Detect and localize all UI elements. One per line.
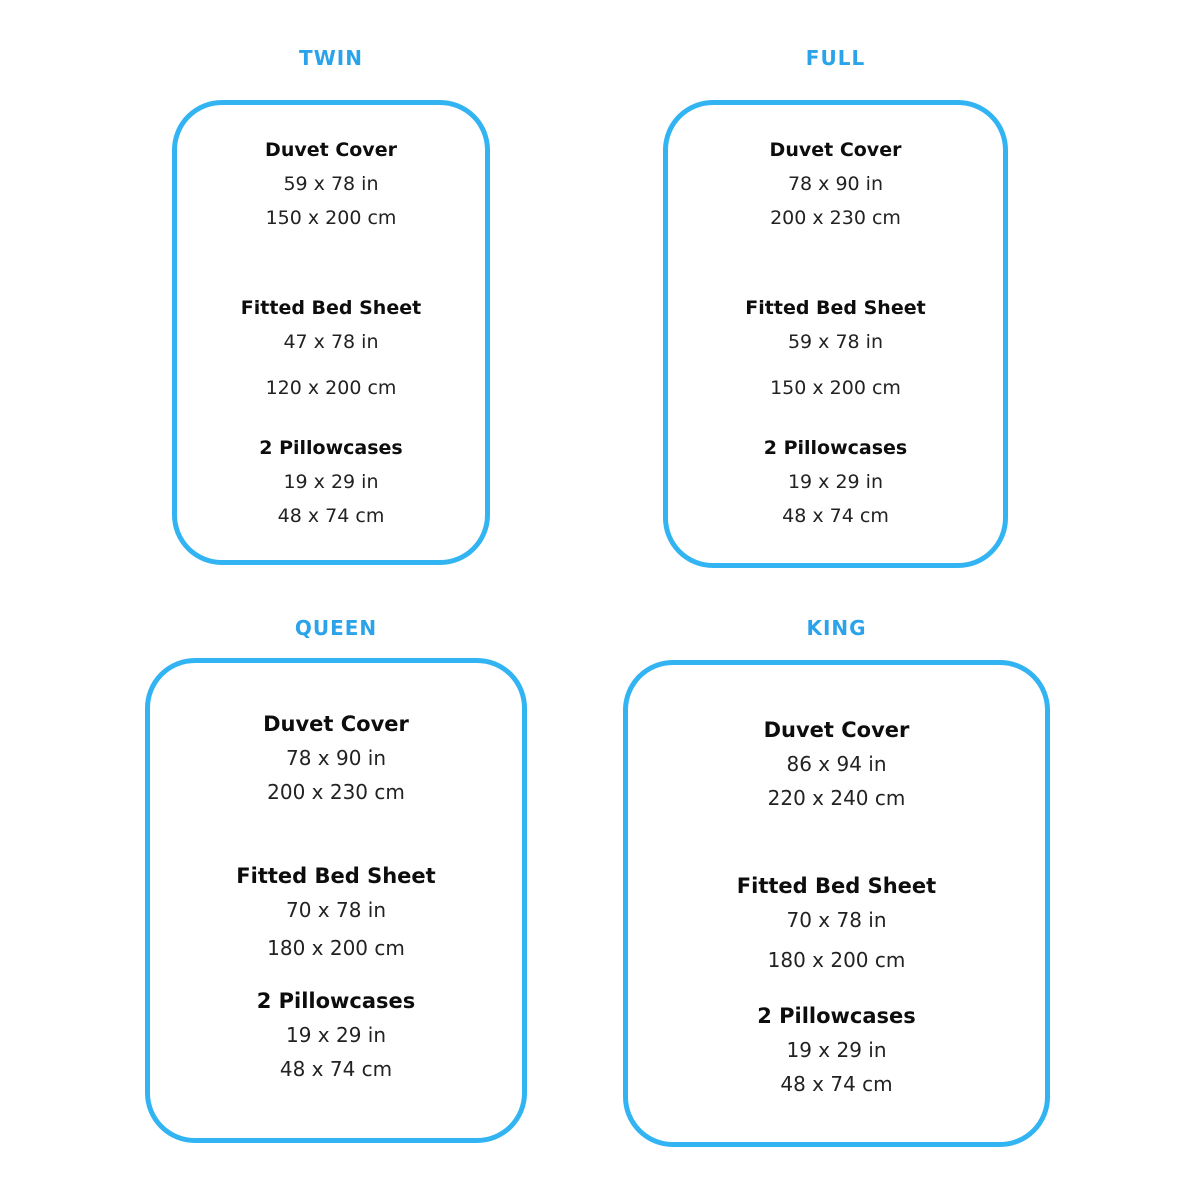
item-label: Duvet Cover: [763, 718, 910, 742]
item-size-inches: 86 x 94 in: [786, 752, 887, 776]
full-fitted-sheet-group: Fitted Bed Sheet 59 x 78 in 150 x 200 cm: [668, 291, 1003, 405]
item-label: Duvet Cover: [265, 139, 397, 161]
item-size-inches: 78 x 90 in: [787, 173, 884, 195]
item-size-inches: 59 x 78 in: [283, 173, 379, 195]
item-size-cm: 48 x 74 cm: [782, 505, 889, 527]
item-label: 2 Pillowcases: [259, 437, 403, 459]
item-size-cm: 200 x 230 cm: [267, 780, 405, 804]
item-size-cm: 220 x 240 cm: [767, 786, 906, 810]
twin-fitted-sheet-group: Fitted Bed Sheet 47 x 78 in 120 x 200 cm: [177, 291, 485, 405]
queen-card: Duvet Cover 78 x 90 in 200 x 230 cm Fitt…: [145, 658, 527, 1143]
item-label: 2 Pillowcases: [757, 1004, 916, 1028]
full-card: Duvet Cover 78 x 90 in 200 x 230 cm Fitt…: [663, 100, 1008, 568]
twin-title: TWIN: [299, 46, 363, 70]
full-duvet-cover-group: Duvet Cover 78 x 90 in 200 x 230 cm: [668, 133, 1003, 235]
panel-king: KING Duvet Cover 86 x 94 in 220 x 240 cm…: [623, 615, 1050, 1147]
item-size-cm: 48 x 74 cm: [279, 1057, 393, 1081]
item-label: Fitted Bed Sheet: [736, 874, 937, 898]
panel-twin: TWIN Duvet Cover 59 x 78 in 150 x 200 cm…: [172, 45, 490, 565]
full-pillowcases-group: 2 Pillowcases 19 x 29 in 48 x 74 cm: [668, 431, 1003, 533]
queen-duvet-cover-group: Duvet Cover 78 x 90 in 200 x 230 cm: [150, 707, 522, 809]
item-size-cm: 180 x 200 cm: [767, 948, 906, 972]
king-fitted-sheet-group: Fitted Bed Sheet 70 x 78 in 180 x 200 cm: [628, 869, 1045, 977]
item-label: Fitted Bed Sheet: [236, 864, 436, 888]
king-duvet-cover-group: Duvet Cover 86 x 94 in 220 x 240 cm: [628, 713, 1045, 815]
item-size-cm: 150 x 200 cm: [770, 377, 901, 399]
item-label: Fitted Bed Sheet: [745, 297, 926, 319]
item-size-inches: 70 x 78 in: [786, 908, 887, 932]
item-label: Duvet Cover: [263, 712, 409, 736]
queen-title: QUEEN: [294, 616, 378, 640]
item-size-cm: 180 x 200 cm: [267, 936, 405, 960]
twin-duvet-cover-group: Duvet Cover 59 x 78 in 150 x 200 cm: [177, 133, 485, 235]
item-size-cm: 200 x 230 cm: [770, 207, 901, 229]
panel-queen: QUEEN Duvet Cover 78 x 90 in 200 x 230 c…: [145, 615, 527, 1143]
item-size-inches: 78 x 90 in: [285, 746, 387, 770]
king-card: Duvet Cover 86 x 94 in 220 x 240 cm Fitt…: [623, 660, 1050, 1147]
king-title: KING: [806, 616, 867, 640]
twin-pillowcases-group: 2 Pillowcases 19 x 29 in 48 x 74 cm: [177, 431, 485, 533]
item-size-cm: 48 x 74 cm: [780, 1072, 893, 1096]
item-size-inches: 47 x 78 in: [283, 331, 379, 353]
queen-pillowcases-group: 2 Pillowcases 19 x 29 in 48 x 74 cm: [150, 984, 522, 1086]
full-title: FULL: [805, 46, 866, 70]
item-size-inches: 19 x 29 in: [283, 471, 379, 493]
item-size-cm: 120 x 200 cm: [265, 377, 397, 399]
king-pillowcases-group: 2 Pillowcases 19 x 29 in 48 x 74 cm: [628, 999, 1045, 1101]
item-size-inches: 19 x 29 in: [285, 1023, 387, 1047]
item-label: Duvet Cover: [769, 139, 902, 161]
item-size-inches: 59 x 78 in: [787, 331, 884, 353]
item-label: 2 Pillowcases: [256, 989, 416, 1013]
item-size-inches: 70 x 78 in: [285, 898, 387, 922]
twin-card: Duvet Cover 59 x 78 in 150 x 200 cm Fitt…: [172, 100, 490, 565]
item-size-cm: 48 x 74 cm: [277, 505, 385, 527]
item-label: 2 Pillowcases: [763, 437, 908, 459]
item-size-inches: 19 x 29 in: [786, 1038, 887, 1062]
queen-fitted-sheet-group: Fitted Bed Sheet 70 x 78 in 180 x 200 cm: [150, 859, 522, 965]
item-size-inches: 19 x 29 in: [787, 471, 884, 493]
panel-full: FULL Duvet Cover 78 x 90 in 200 x 230 cm…: [663, 45, 1008, 568]
item-label: Fitted Bed Sheet: [240, 297, 422, 319]
item-size-cm: 150 x 200 cm: [265, 207, 397, 229]
